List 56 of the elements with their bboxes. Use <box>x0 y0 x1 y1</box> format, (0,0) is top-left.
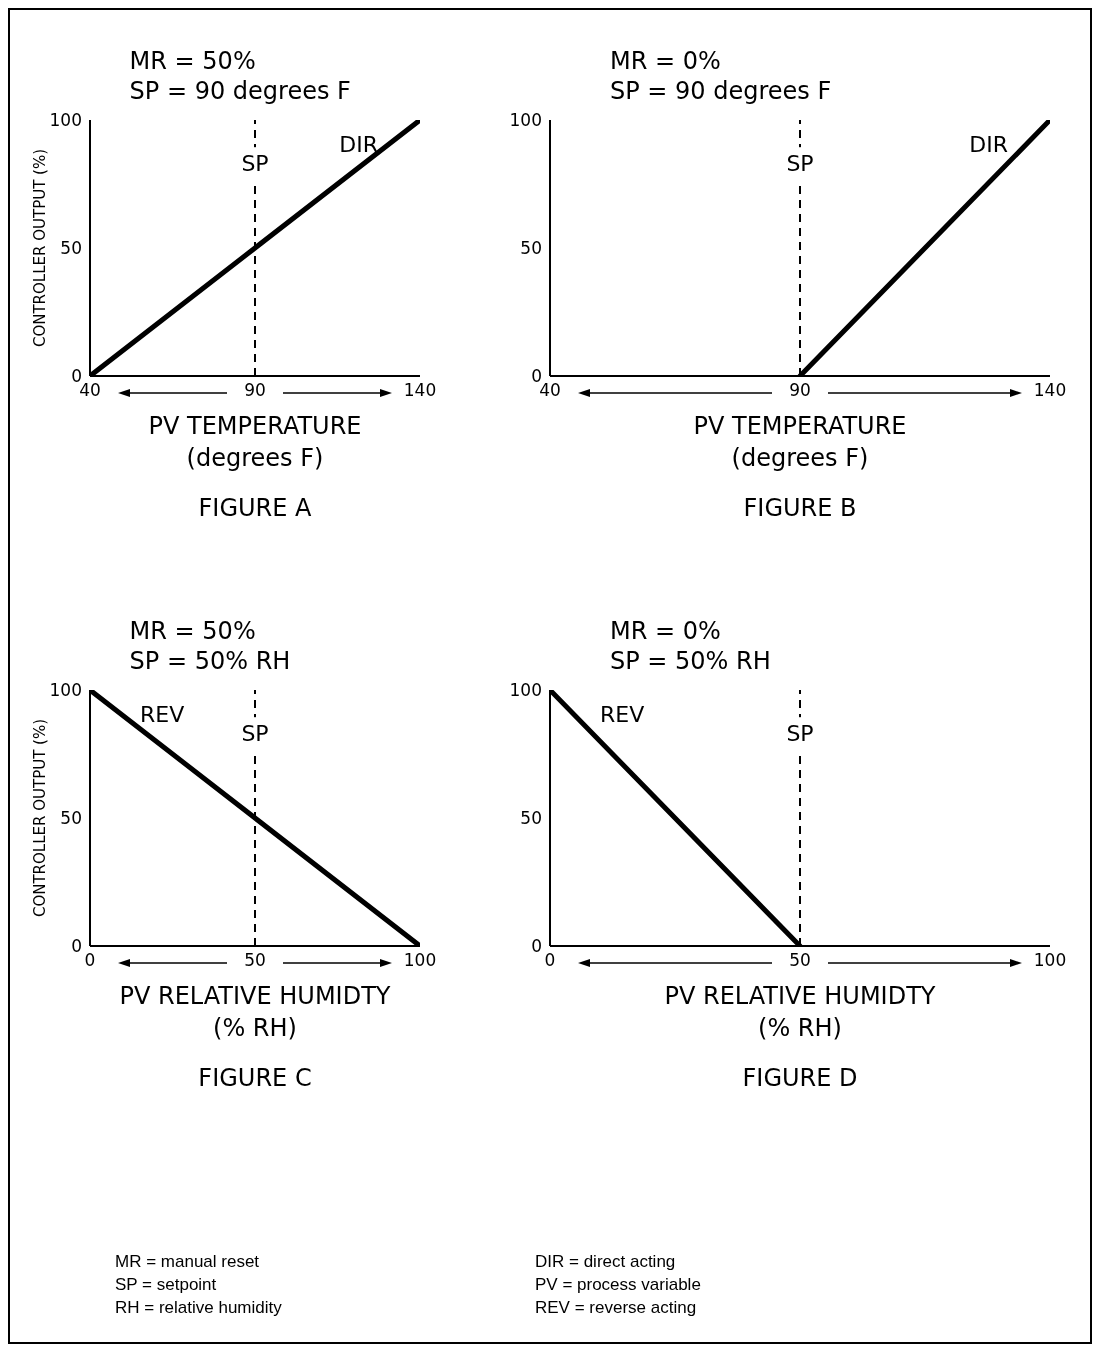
chart-subtitle: SP = 50% RH <box>610 646 772 676</box>
y-tick-label: 100 <box>49 680 82 701</box>
x-tick-label: 100 <box>403 950 437 971</box>
x-axis-title: PV RELATIVE HUMIDTY (% RH) <box>663 981 937 1044</box>
chart-subtitle: SP = 90 degrees F <box>129 76 352 106</box>
chart-title: MR = 50% <box>129 46 257 76</box>
x-axis-title: PV TEMPERATURE (degrees F) <box>692 411 908 474</box>
y-axis-title: CONTROLLER OUTPUT (%) <box>31 148 49 348</box>
text: FIGURE A <box>197 494 313 522</box>
x-tick-label: 50 <box>789 950 811 971</box>
y-tick-label: 50 <box>520 238 542 259</box>
x-axis-title: PV TEMPERATURE (degrees F) <box>147 411 363 474</box>
x-tick-label: 0 <box>84 950 96 971</box>
x-tick-label: 90 <box>244 380 266 401</box>
text: MR = manual reset <box>115 1251 261 1273</box>
chart-subtitle: SP = 50% RH <box>129 646 292 676</box>
chart-title: MR = 0% <box>610 46 722 76</box>
x-tick-label: 140 <box>1033 380 1067 401</box>
text: DIR = direct acting <box>535 1251 677 1273</box>
y-tick-label: 0 <box>71 366 82 387</box>
y-tick-label: 0 <box>71 936 82 957</box>
text: FIGURE B <box>742 494 858 522</box>
series-label: REV <box>600 702 645 727</box>
text: FIGURE D <box>741 1064 859 1092</box>
text: PV = process variable <box>535 1274 702 1296</box>
ref-line-label: SP <box>241 721 269 747</box>
y-tick-label: 50 <box>60 238 82 259</box>
text: SP = setpoint <box>115 1274 218 1296</box>
text: REV = reverse acting <box>535 1297 698 1319</box>
ref-line-label: SP <box>241 151 269 177</box>
y-axis-title: CONTROLLER OUTPUT (%) <box>31 718 49 918</box>
chart-subtitle: SP = 90 degrees F <box>610 76 833 106</box>
text: FIGURE C <box>197 1064 313 1092</box>
x-tick-label: 40 <box>79 380 101 401</box>
x-tick-label: 0 <box>544 950 556 971</box>
series-label: REV <box>140 702 185 727</box>
y-tick-label: 100 <box>49 110 82 131</box>
text: RH = relative humidity <box>115 1297 283 1319</box>
y-tick-label: 50 <box>520 808 542 829</box>
ref-line-label: SP <box>786 151 814 177</box>
series-label: DIR <box>339 132 378 157</box>
ref-line-label: SP <box>786 721 814 747</box>
x-tick-label: 50 <box>244 950 266 971</box>
x-axis-title: PV RELATIVE HUMIDTY (% RH) <box>118 981 392 1044</box>
chart-title: MR = 0% <box>610 616 722 646</box>
x-tick-label: 40 <box>539 380 561 401</box>
x-tick-label: 140 <box>403 380 437 401</box>
y-tick-label: 0 <box>531 936 542 957</box>
y-tick-label: 100 <box>509 680 542 701</box>
x-tick-label: 90 <box>789 380 811 401</box>
x-tick-label: 100 <box>1033 950 1067 971</box>
series-label: DIR <box>969 132 1008 157</box>
y-tick-label: 100 <box>509 110 542 131</box>
y-tick-label: 0 <box>531 366 542 387</box>
y-tick-label: 50 <box>60 808 82 829</box>
chart-title: MR = 50% <box>129 616 257 646</box>
